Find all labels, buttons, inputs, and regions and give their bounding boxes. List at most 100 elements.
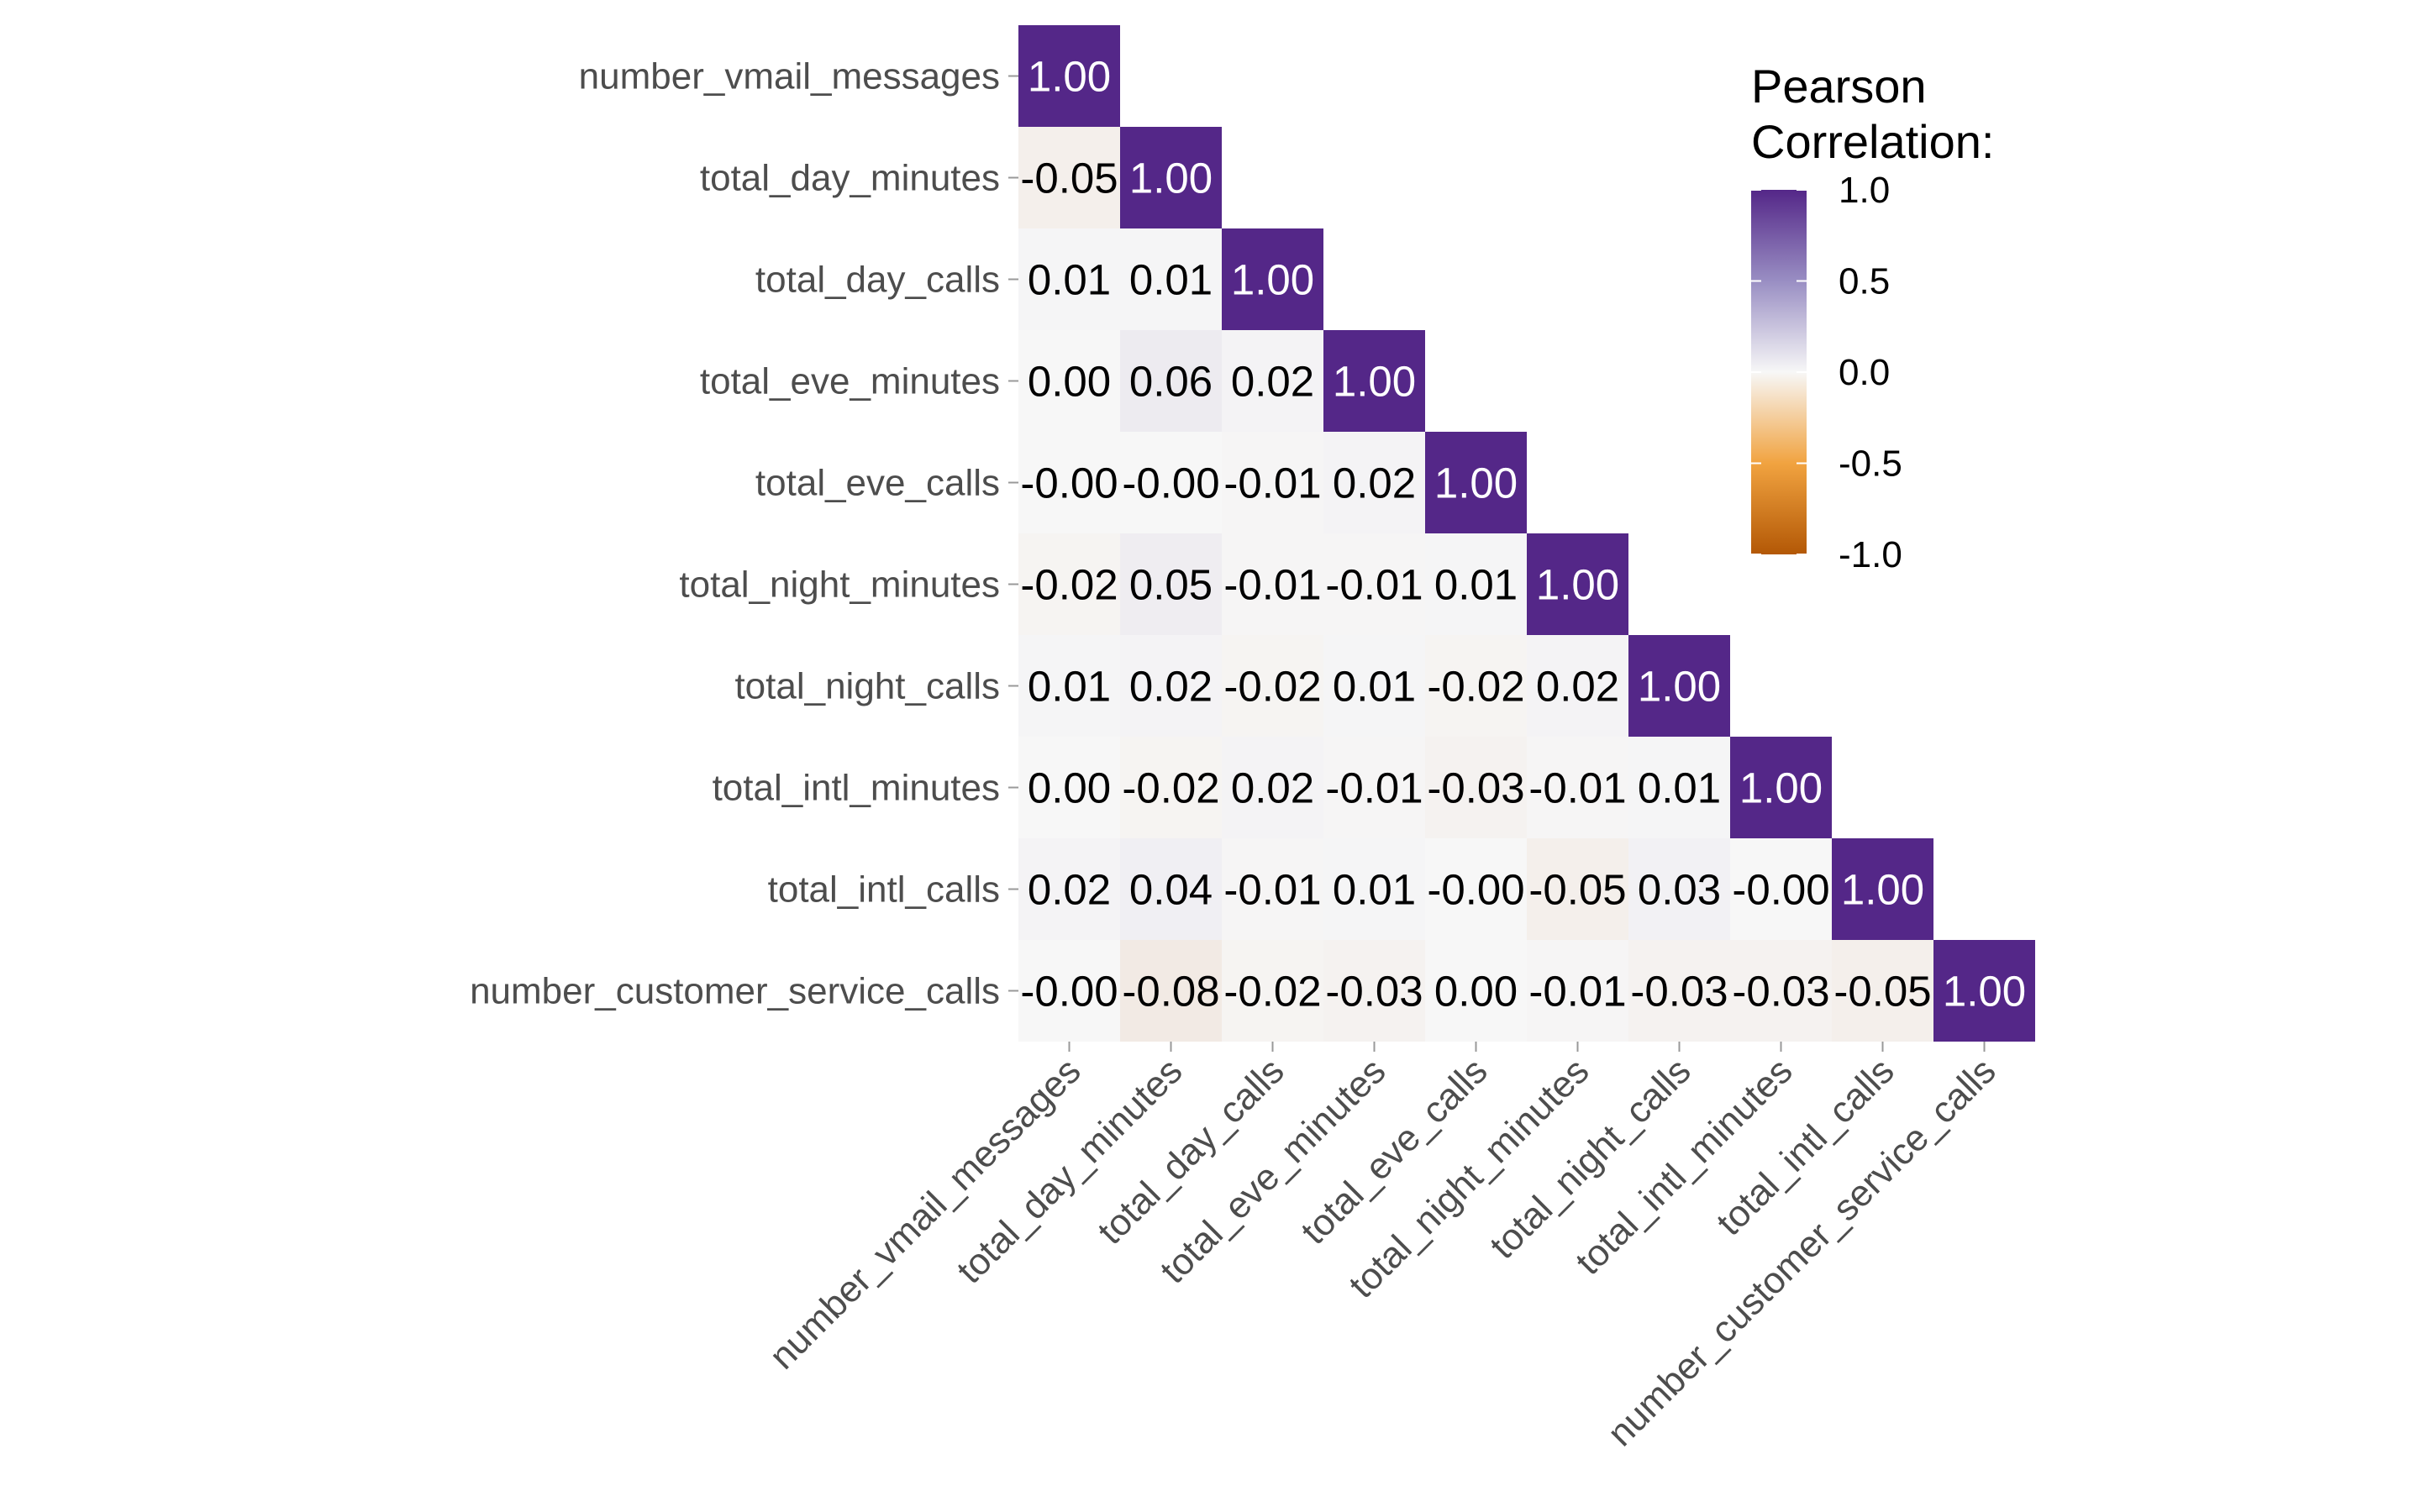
y-axis-label-total_day_calls: total_day_calls: [755, 260, 1000, 301]
heatmap-cell-total_night_calls-total_day_calls: [1222, 635, 1323, 737]
heatmap-cell-total_night_minutes-total_day_minutes: [1120, 533, 1222, 635]
cell-value-label: 1.00: [1841, 866, 1924, 914]
cell-value-label: 0.01: [1028, 663, 1111, 711]
heatmap-cell-total_eve_minutes-total_eve_minutes: [1323, 330, 1425, 432]
cell-value-label: -0.01: [1528, 764, 1626, 812]
heatmap-cell-total_day_calls-total_day_minutes: [1120, 228, 1222, 330]
cell-value-label: 1.00: [1129, 155, 1213, 202]
heatmap-cell-total_intl_calls-total_intl_minutes: [1730, 838, 1832, 940]
cell-value-label: -0.01: [1223, 866, 1321, 914]
cell-value-label: 1.00: [1333, 358, 1416, 406]
cell-value-label: -0.02: [1122, 764, 1219, 812]
heatmap-cell-total_intl_minutes-total_eve_minutes: [1323, 737, 1425, 838]
x-axis-label-total_intl_calls: total_intl_calls: [1708, 1050, 1902, 1243]
heatmap-cell-total_night_calls-total_eve_minutes: [1323, 635, 1425, 737]
cell-value-label: 1.00: [1231, 256, 1314, 304]
heatmap-cell-number_customer_service_calls-total_night_minutes: [1527, 940, 1628, 1042]
cell-value-label: -0.01: [1223, 561, 1321, 609]
heatmap-cell-total_night_minutes-total_day_calls: [1222, 533, 1323, 635]
y-axis-label-number_vmail_messages: number_vmail_messages: [579, 56, 1000, 97]
cell-value-label: 0.04: [1129, 866, 1213, 914]
cell-value-label: 1.00: [1739, 764, 1823, 812]
heatmap-cell-total_intl_calls-number_vmail_messages: [1018, 838, 1120, 940]
cell-value-label: 0.00: [1434, 968, 1518, 1016]
legend-tick-label: 0.0: [1839, 352, 1890, 393]
cell-value-label: -0.03: [1427, 764, 1524, 812]
cell-value-label: -0.02: [1427, 663, 1524, 711]
heatmap-cell-number_customer_service_calls-total_intl_minutes: [1730, 940, 1832, 1042]
y-axis-label-total_night_minutes: total_night_minutes: [679, 564, 1000, 606]
heatmap-cell-total_night_minutes-number_vmail_messages: [1018, 533, 1120, 635]
heatmap-cell-total_night_minutes-total_night_minutes: [1527, 533, 1628, 635]
y-axis-label-number_customer_service_calls: number_customer_service_calls: [470, 971, 1000, 1012]
heatmap-cell-number_customer_service_calls-number_vmail_messages: [1018, 940, 1120, 1042]
heatmap-cell-total_intl_calls-total_eve_calls: [1425, 838, 1527, 940]
y-axis-label-total_intl_calls: total_intl_calls: [768, 869, 1000, 911]
heatmap-cell-total_intl_minutes-total_intl_minutes: [1730, 737, 1832, 838]
cell-value-label: 0.01: [1333, 866, 1416, 914]
cell-value-label: -0.01: [1223, 459, 1321, 507]
heatmap-cell-total_night_minutes-total_eve_minutes: [1323, 533, 1425, 635]
heatmap-cell-total_eve_calls-total_day_minutes: [1120, 432, 1222, 533]
cell-value-label: 0.01: [1638, 764, 1721, 812]
y-axis-label-total_intl_minutes: total_intl_minutes: [713, 768, 1000, 809]
cell-value-label: -0.00: [1732, 866, 1829, 914]
y-axis-label-total_eve_calls: total_eve_calls: [755, 463, 1000, 504]
cell-value-label: 0.02: [1333, 459, 1416, 507]
cell-value-label: -0.03: [1630, 968, 1728, 1016]
cell-value-label: -0.01: [1528, 968, 1626, 1016]
cell-value-label: -0.00: [1020, 968, 1118, 1016]
heatmap-cell-total_intl_calls-total_night_minutes: [1527, 838, 1628, 940]
cell-value-label: 0.01: [1434, 561, 1518, 609]
cell-value-label: -0.08: [1122, 968, 1219, 1016]
heatmap-cell-number_customer_service_calls-total_eve_minutes: [1323, 940, 1425, 1042]
heatmap-cell-total_intl_calls-total_intl_calls: [1832, 838, 1933, 940]
cell-value-label: 0.02: [1231, 764, 1314, 812]
cell-value-label: 0.01: [1333, 663, 1416, 711]
heatmap-cell-total_night_calls-number_vmail_messages: [1018, 635, 1120, 737]
heatmap-cell-total_eve_calls-total_eve_minutes: [1323, 432, 1425, 533]
heatmap-cell-number_customer_service_calls-total_night_calls: [1628, 940, 1730, 1042]
heatmap-cell-total_intl_minutes-total_night_calls: [1628, 737, 1730, 838]
cell-value-label: 1.00: [1536, 561, 1619, 609]
cell-value-label: -0.05: [1833, 968, 1931, 1016]
heatmap-cell-total_intl_calls-total_eve_minutes: [1323, 838, 1425, 940]
cell-value-label: -0.03: [1732, 968, 1829, 1016]
y-axis-labels: number_vmail_messages total_day_minutesto…: [470, 56, 1018, 1012]
heatmap-cell-total_day_minutes-number_vmail_messages: [1018, 127, 1120, 228]
cell-value-label: -0.02: [1020, 561, 1118, 609]
cell-value-label: -0.00: [1020, 459, 1118, 507]
heatmap-cells: 1.00-0.05 1.000.01 0.01 1.000.00 0.06 0.02 1.0…: [1018, 25, 2035, 1042]
heatmap-cell-total_intl_minutes-number_vmail_messages: [1018, 737, 1120, 838]
cell-value-label: 0.02: [1028, 866, 1111, 914]
heatmap-cell-number_vmail_messages-number_vmail_messages: [1018, 25, 1120, 127]
cell-value-label: -0.00: [1122, 459, 1219, 507]
heatmap-cell-total_eve_calls-number_vmail_messages: [1018, 432, 1120, 533]
heatmap-cell-total_intl_calls-total_day_calls: [1222, 838, 1323, 940]
heatmap-cell-total_night_calls-total_night_minutes: [1527, 635, 1628, 737]
heatmap-cell-total_night_minutes-total_eve_calls: [1425, 533, 1527, 635]
heatmap-cell-total_eve_minutes-total_day_minutes: [1120, 330, 1222, 432]
cell-value-label: -0.02: [1223, 663, 1321, 711]
cell-value-label: 0.02: [1536, 663, 1619, 711]
legend-tick-label: -1.0: [1839, 534, 1902, 575]
heatmap-cell-total_day_calls-number_vmail_messages: [1018, 228, 1120, 330]
legend: Pearson Correlation: 1.0 0.5 0.0 -0.5 -1.0: [1751, 60, 1994, 575]
cell-value-label: 1.00: [1028, 53, 1111, 101]
legend-title-line-1: Pearson: [1751, 60, 1927, 113]
cell-value-label: -0.05: [1528, 866, 1626, 914]
heatmap-cell-number_customer_service_calls-total_intl_calls: [1832, 940, 1933, 1042]
legend-tick-label: -0.5: [1839, 444, 1902, 485]
heatmap-cell-total_intl_calls-total_day_minutes: [1120, 838, 1222, 940]
cell-value-label: -0.01: [1325, 764, 1423, 812]
cell-value-label: -0.03: [1325, 968, 1423, 1016]
heatmap-cell-total_day_minutes-total_day_minutes: [1120, 127, 1222, 228]
heatmap-cell-total_eve_minutes-total_day_calls: [1222, 330, 1323, 432]
heatmap-cell-total_eve_minutes-number_vmail_messages: [1018, 330, 1120, 432]
cell-value-label: 0.05: [1129, 561, 1213, 609]
x-axis-labels: number_vmail_messagestotal_day_minutesto…: [761, 1042, 2004, 1454]
legend-ticks: 1.0 0.5 0.0 -0.5 -1.0: [1751, 170, 1902, 575]
cell-value-label: 0.01: [1129, 256, 1213, 304]
x-axis-label-total_eve_calls: total_eve_calls: [1293, 1050, 1495, 1252]
